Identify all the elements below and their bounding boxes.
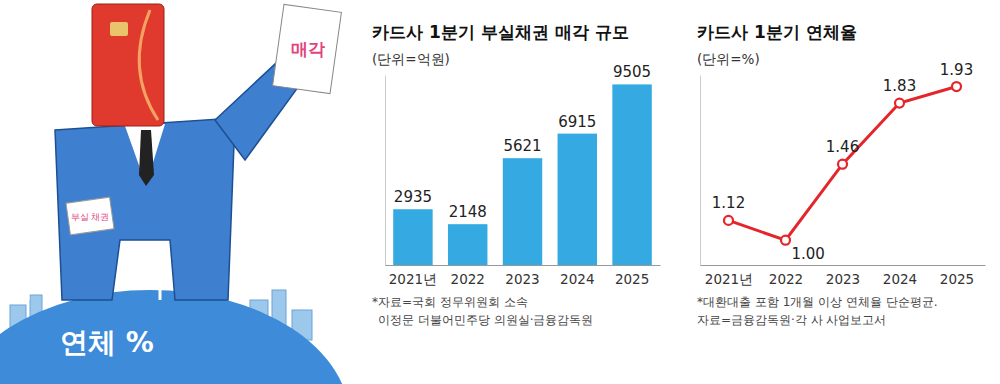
bar xyxy=(558,134,597,265)
tick: 2024 xyxy=(883,271,917,287)
ground xyxy=(0,290,345,384)
data-label: 1.83 xyxy=(883,77,916,95)
marks xyxy=(393,84,652,265)
arrow xyxy=(154,278,166,300)
y-axis-line xyxy=(385,76,386,266)
chart-line: 카드사 1분기 연체율 (단위=%) 1.12 1.00 1.46 1.83 1.93 202… xyxy=(697,22,986,327)
tick-label: 2024 xyxy=(560,271,594,287)
page: 매각부실 채권연체 %카드사 1분기 부실채권 매각 규모(단위=억원)2935… xyxy=(0,0,1000,384)
data-label: 1.12 xyxy=(712,194,745,212)
tick: 2024 xyxy=(560,271,594,287)
illustration: 매각부실 채권연체 % xyxy=(0,4,350,384)
data-labels: 2935 2148 5621 6915 9505 xyxy=(394,63,651,221)
annotation: *자료=국회 정무위원회 소속 xyxy=(372,295,528,309)
card-head xyxy=(92,4,164,126)
data-label: 1.00 xyxy=(792,245,825,263)
arrow xyxy=(22,278,34,300)
title: 카드사 1분기 연체율 xyxy=(697,22,857,42)
ground-label: 연체 % xyxy=(60,326,154,359)
x-axis: 2021년 2022 2023 2024 2025 xyxy=(701,266,986,287)
subtitle: (단위=%) xyxy=(697,51,760,67)
annotation: *대환대출 포함 1개월 이상 연체율 단순평균. xyxy=(697,295,938,309)
marker xyxy=(838,160,847,169)
tick-label: 2021년 xyxy=(389,271,437,287)
tick: 2021년 xyxy=(389,271,437,287)
data-label: 2148 xyxy=(449,203,487,221)
data-label: 1.46 xyxy=(826,138,859,156)
data-label: 2935 xyxy=(394,188,432,206)
marker xyxy=(724,216,733,225)
data-labels: 1.12 1.00 1.46 1.83 1.93 xyxy=(712,61,973,264)
y-axis-line xyxy=(700,76,701,266)
tick: 2025 xyxy=(940,271,974,287)
tick: 2022 xyxy=(769,271,803,287)
chart-bar: 카드사 1분기 부실채권 매각 규모 (단위=억원) 2935 2148 5621 691… xyxy=(372,22,661,327)
tick: 2025 xyxy=(615,271,649,287)
subtitle: (단위=억원) xyxy=(372,51,450,67)
bar xyxy=(393,209,432,265)
tick-label: 2021년 xyxy=(705,271,753,287)
tick-label: 2024 xyxy=(883,271,917,287)
tick-label: 2022 xyxy=(451,271,485,287)
tie xyxy=(139,130,154,186)
bar xyxy=(503,158,542,265)
tick-label: 2023 xyxy=(826,271,860,287)
bar xyxy=(448,224,487,265)
marker xyxy=(781,236,790,245)
marker xyxy=(895,99,904,108)
data-label: 1.93 xyxy=(940,61,973,79)
x-axis: 2021년 2022 2023 2024 2025 xyxy=(386,266,661,287)
paper xyxy=(273,4,342,93)
marker xyxy=(952,82,961,91)
annotation: 이정문 더불어민주당 의원실·금융감독원 xyxy=(378,313,593,327)
data-label: 5621 xyxy=(503,137,541,155)
tick: 2023 xyxy=(826,271,860,287)
card-stripe xyxy=(139,10,158,120)
data-label: 6915 xyxy=(558,113,596,131)
y-axis xyxy=(385,76,386,266)
line xyxy=(729,87,957,241)
tick-label: 2025 xyxy=(940,271,974,287)
data-label: 9505 xyxy=(613,63,651,81)
note-label: 부실 채권 xyxy=(71,212,110,222)
paper-label: 매각 xyxy=(291,39,325,59)
tick-label: 2025 xyxy=(615,271,649,287)
tick: 2022 xyxy=(451,271,485,287)
y-axis xyxy=(700,76,701,266)
card-chip xyxy=(110,22,128,36)
tick: 2023 xyxy=(505,271,539,287)
tick-label: 2023 xyxy=(505,271,539,287)
title: 카드사 1분기 부실채권 매각 규모 xyxy=(372,22,629,42)
note xyxy=(66,197,114,235)
marks xyxy=(724,82,961,245)
suit xyxy=(55,118,235,300)
tick: 2021년 xyxy=(705,271,753,287)
x-axis-line xyxy=(386,265,661,266)
annotation: 자료=금융감독원·각 사 사업보고서 xyxy=(697,313,887,327)
tick-label: 2022 xyxy=(769,271,803,287)
x-axis-line xyxy=(701,265,986,266)
bar xyxy=(612,84,651,265)
shirt xyxy=(125,124,165,185)
